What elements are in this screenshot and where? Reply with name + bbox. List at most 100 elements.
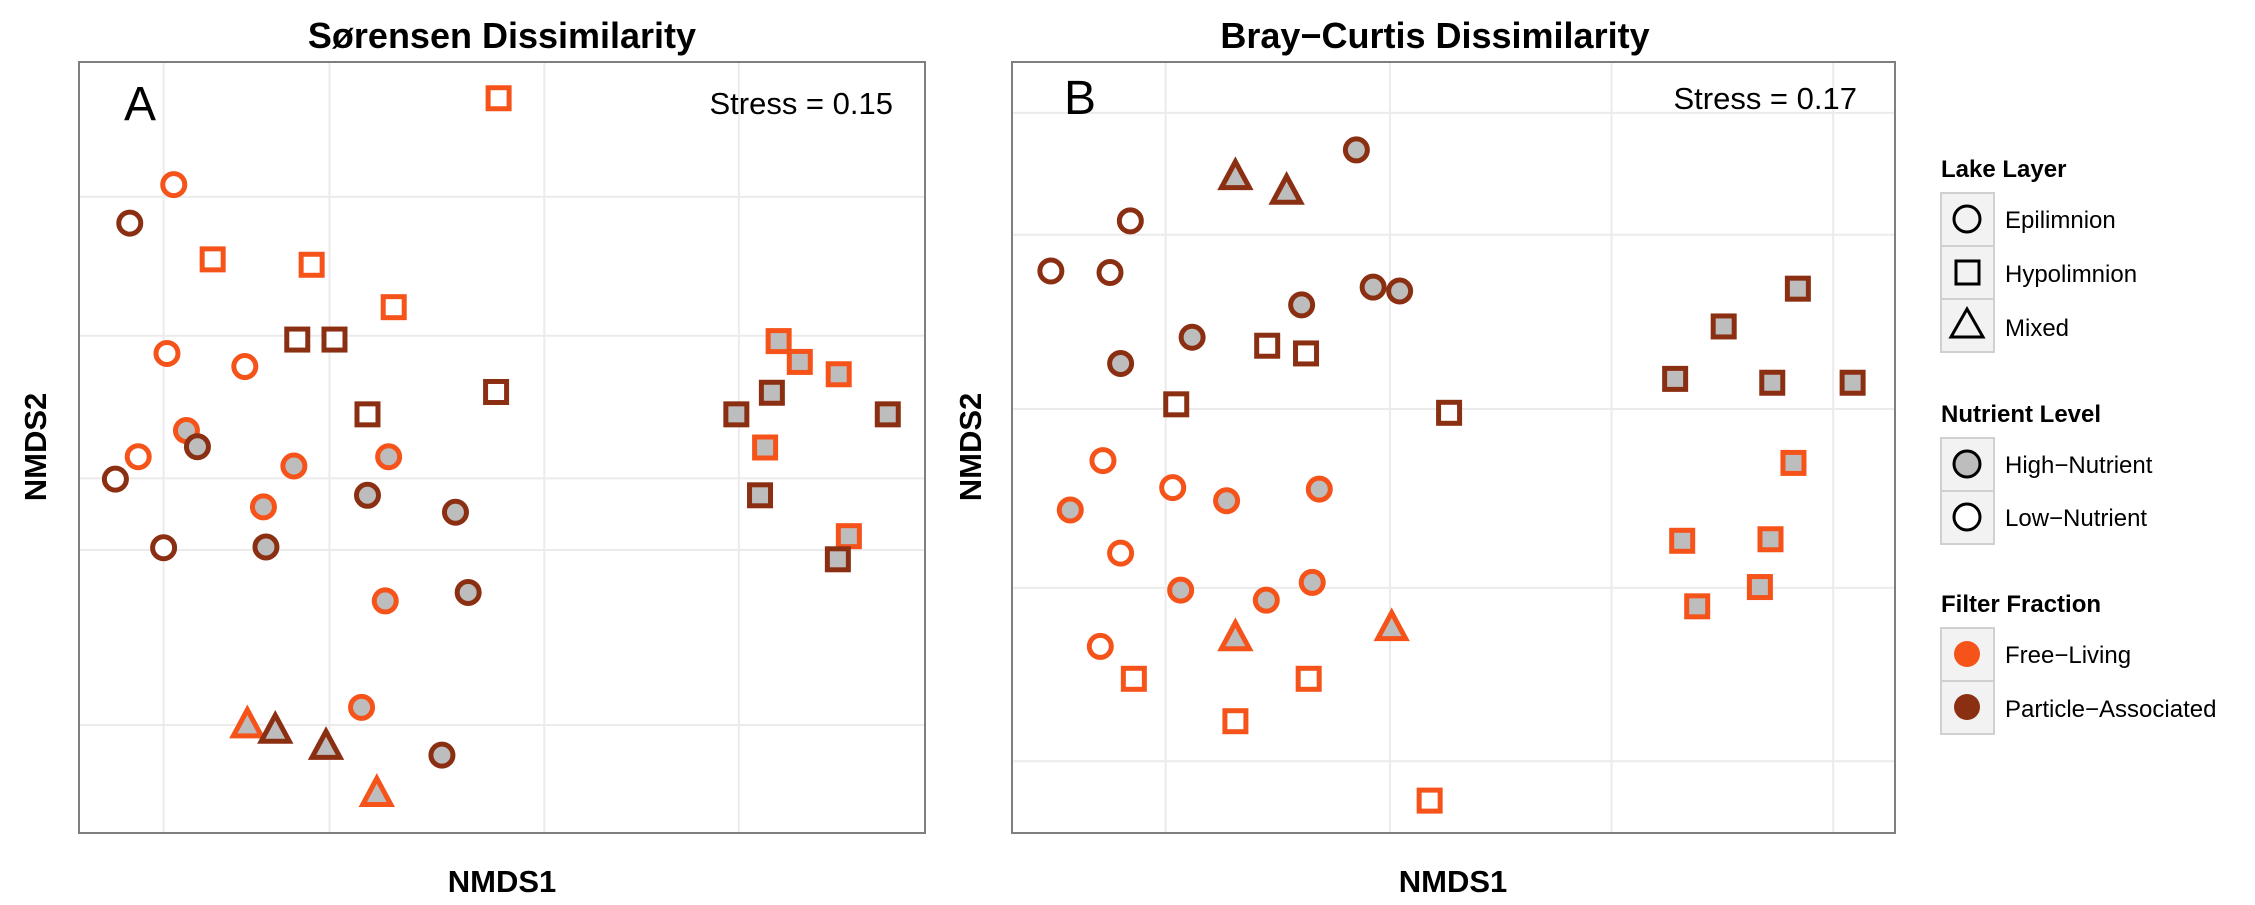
scatter-point-epilimnion [124, 443, 152, 471]
legend-label-high-nutrient: High−Nutrient [2005, 452, 2153, 479]
scatter-point-hypolimnion [1746, 574, 1773, 601]
scatter-point-epilimnion [1386, 277, 1414, 305]
legend-key-particle-associated [1940, 680, 1995, 735]
scatter-point-epilimnion [348, 693, 376, 721]
scatter-point-epilimnion [1086, 632, 1114, 660]
scatter-point-hypolimnion [321, 326, 348, 353]
square-symbol-icon [1954, 259, 1981, 286]
scatter-point-hypolimnion [765, 328, 792, 355]
panel-a-x-axis-label: NMDS1 [448, 864, 557, 899]
scatter-point-hypolimnion [1254, 332, 1281, 359]
scatter-point-epilimnion [1107, 349, 1135, 377]
scatter-point-epilimnion [353, 481, 381, 509]
free-living-swatch-icon [1954, 641, 1980, 667]
scatter-point-hypolimnion [1163, 391, 1190, 418]
scatter-point-epilimnion [1298, 568, 1326, 596]
legend-nutrient-level: Nutrient Level High−Nutrient Low−Nutrien… [1940, 401, 2153, 545]
scatter-point-hypolimnion [835, 523, 862, 550]
panel-b: Bray−Curtis Dissimilarity B Stress = 0.1… [953, 15, 1896, 899]
legend-key-hypolimnion [1940, 245, 1995, 300]
scatter-point-epilimnion [428, 741, 456, 769]
scatter-point-epilimnion [1305, 475, 1333, 503]
scatter-point-epilimnion [150, 534, 178, 562]
scatter-point-epilimnion [252, 533, 280, 561]
scatter-point-hypolimnion [786, 348, 813, 375]
legend-label-low-nutrient: Low−Nutrient [2005, 505, 2147, 532]
panel-b-border [1011, 61, 1896, 834]
scatter-point-epilimnion [1037, 257, 1065, 285]
panel-a-title: Sørensen Dissimilarity [308, 15, 696, 56]
open-circle-symbol-icon [1952, 502, 1982, 532]
scatter-point-hypolimnion [1759, 369, 1786, 396]
panel-b-x-axis-label: NMDS1 [1399, 864, 1508, 899]
scatter-point-epilimnion [441, 498, 469, 526]
scatter-point-hypolimnion [752, 434, 779, 461]
scatter-point-mixed [229, 704, 266, 739]
panel-a-gridlines [79, 62, 925, 833]
scatter-point-epilimnion [1096, 258, 1124, 286]
legend-lake-layer-title: Lake Layer [1941, 156, 2066, 183]
legend-filter-fraction: Filter Fraction Free−Living Particle−Ass… [1940, 591, 2216, 735]
legend: Lake Layer Epilimnion Hypolimnion Mixed … [1940, 156, 2216, 735]
scatter-point-epilimnion [1252, 586, 1280, 614]
scatter-point-mixed [307, 726, 345, 760]
scatter-point-epilimnion [280, 452, 308, 480]
scatter-point-epilimnion [1089, 447, 1117, 475]
scatter-point-hypolimnion [1662, 365, 1689, 392]
legend-key-free-living [1940, 627, 1995, 682]
scatter-point-epilimnion [116, 209, 144, 237]
scatter-point-epilimnion [231, 353, 259, 381]
legend-label-mixed: Mixed [2005, 315, 2069, 342]
scatter-point-epilimnion [1288, 291, 1316, 319]
scatter-point-epilimnion [375, 443, 403, 471]
scatter-point-epilimnion [1167, 576, 1195, 604]
panel-b-gridlines [1012, 62, 1895, 833]
scatter-point-hypolimnion [1784, 275, 1811, 302]
scatter-point-epilimnion [183, 433, 211, 461]
scatter-point-hypolimnion [485, 85, 512, 112]
panel-a-stress-annotation: Stress = 0.15 [709, 86, 893, 121]
legend-label-epilimnion: Epilimnion [2005, 207, 2116, 234]
legend-label-free-living: Free−Living [2005, 642, 2131, 669]
scatter-point-epilimnion [1056, 496, 1084, 524]
legend-key-low-nutrient [1940, 490, 1995, 545]
scatter-point-epilimnion [1178, 323, 1206, 351]
scatter-point-epilimnion [101, 465, 129, 493]
scatter-point-mixed [1268, 171, 1305, 205]
scatter-point-hypolimnion [1222, 708, 1249, 735]
circle-symbol-icon [1952, 204, 1982, 234]
panel-a-label: A [124, 78, 156, 131]
scatter-point-hypolimnion [354, 401, 381, 428]
panel-b-points [1037, 136, 1866, 814]
scatter-point-hypolimnion [1293, 340, 1320, 367]
scatter-point-hypolimnion [1416, 787, 1443, 814]
scatter-point-hypolimnion [825, 361, 852, 388]
scatter-point-mixed [1373, 607, 1410, 642]
panel-b-y-axis-label: NMDS2 [953, 393, 988, 502]
scatter-point-hypolimnion [298, 251, 325, 278]
scatter-point-epilimnion [160, 171, 188, 199]
scatter-point-hypolimnion [1780, 449, 1807, 476]
scatter-point-hypolimnion [1295, 665, 1322, 692]
scatter-point-epilimnion [1342, 136, 1370, 164]
scatter-point-epilimnion [371, 587, 399, 615]
scatter-point-mixed [1217, 156, 1254, 191]
panel-b-label: B [1064, 72, 1096, 125]
scatter-point-hypolimnion [1436, 399, 1463, 426]
legend-nutrient-level-title: Nutrient Level [1941, 401, 2101, 428]
scatter-point-hypolimnion [747, 482, 774, 509]
scatter-point-epilimnion [454, 578, 482, 606]
scatter-point-hypolimnion [380, 294, 407, 321]
scatter-point-epilimnion [1116, 207, 1144, 235]
scatter-point-hypolimnion [758, 379, 785, 406]
legend-key-mixed [1940, 298, 1995, 353]
legend-lake-layer: Lake Layer Epilimnion Hypolimnion Mixed [1940, 156, 2137, 353]
scatter-point-epilimnion [153, 339, 181, 367]
triangle-symbol-icon [1948, 305, 1986, 339]
scatter-point-hypolimnion [284, 326, 311, 353]
scatter-point-hypolimnion [874, 401, 901, 428]
scatter-point-mixed [358, 773, 395, 807]
scatter-point-hypolimnion [1684, 593, 1711, 620]
panel-a: Sørensen Dissimilarity A Stress = 0.15 N… [18, 15, 926, 899]
